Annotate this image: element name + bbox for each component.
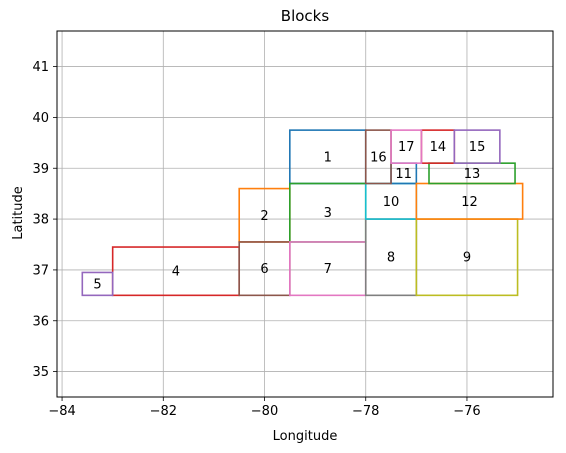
block-10-label: 10: [383, 195, 400, 210]
grid-lines: [57, 31, 553, 397]
block-14-label: 14: [430, 140, 447, 155]
plot-frame: [56, 30, 554, 398]
block-1-label: 1: [324, 150, 332, 165]
y-tick-label: 37: [32, 263, 49, 278]
block-17-outline: [390, 129, 423, 164]
y-tick-label: 39: [32, 162, 49, 177]
x-tick-label: −80: [251, 404, 278, 419]
block-15-outline: [453, 129, 501, 164]
block-2-label: 2: [260, 209, 268, 224]
block-3-label: 3: [324, 206, 332, 221]
block-4-label: 4: [172, 265, 180, 280]
block-5-label: 5: [93, 277, 101, 292]
block-12-label: 12: [461, 195, 478, 210]
x-axis-label: Longitude: [273, 429, 338, 444]
x-tick-label: −84: [48, 404, 75, 419]
y-axis-label: Latitude: [11, 186, 26, 240]
block-8-label: 8: [387, 251, 395, 266]
block-5-outline: [81, 271, 114, 297]
block-15-label: 15: [469, 140, 486, 155]
block-7-label: 7: [324, 262, 332, 277]
block-11-label: 11: [395, 167, 412, 182]
block-9-label: 9: [463, 251, 471, 266]
x-tick-label: −82: [150, 404, 177, 419]
y-tick-label: 36: [32, 314, 49, 329]
block-13-label: 13: [464, 167, 481, 182]
y-tick-label: 38: [32, 213, 49, 228]
block-17-label: 17: [398, 140, 415, 155]
y-tick-label: 40: [32, 111, 49, 126]
y-tick-label: 35: [32, 365, 49, 380]
x-tick-label: −76: [453, 404, 480, 419]
chart-title: Blocks: [281, 7, 330, 25]
block-16-label: 16: [370, 150, 387, 165]
x-tick-label: −78: [352, 404, 379, 419]
y-tick-label: 41: [32, 60, 49, 75]
block-6-label: 6: [260, 262, 268, 277]
